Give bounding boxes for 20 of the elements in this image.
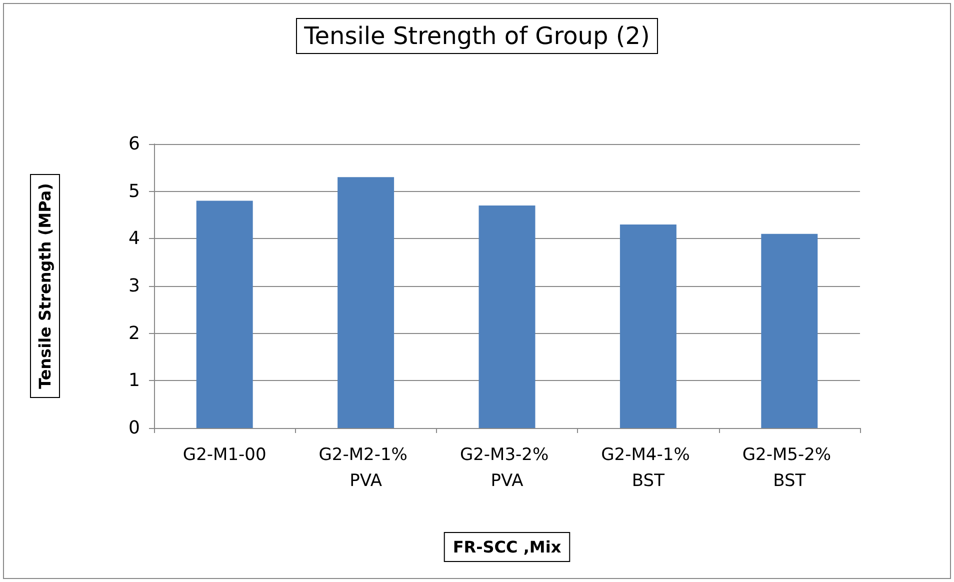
x-tick-label: G2-M3-2% PVA [460,445,554,491]
bar [761,234,818,428]
bar [338,177,394,428]
bar [196,200,253,428]
y-tick-label: 1 [128,370,140,392]
x-tick-label: G2-M2-1% PVA [318,445,413,491]
chart-title: Tensile Strength of Group (2) [303,22,650,50]
bar [478,206,536,428]
x-tick-label: G2-M4-1% BST [601,445,696,491]
y-tick-label: 3 [128,276,140,296]
y-tick-label: 5 [128,180,140,202]
y-tick-label: 0 [128,418,140,438]
y-axis-title: Tensile Strength (MPa) [36,183,54,389]
x-tick-label: G2-M1-00 [182,445,266,465]
y-tick-label: 6 [128,134,140,154]
y-tick-label: 4 [128,228,140,250]
y-tick-label: 2 [128,322,140,344]
x-tick-label: G2-M5-2% BST [742,445,836,491]
bar [620,224,676,428]
x-axis-title: FR-SCC ,Mix [452,538,562,556]
